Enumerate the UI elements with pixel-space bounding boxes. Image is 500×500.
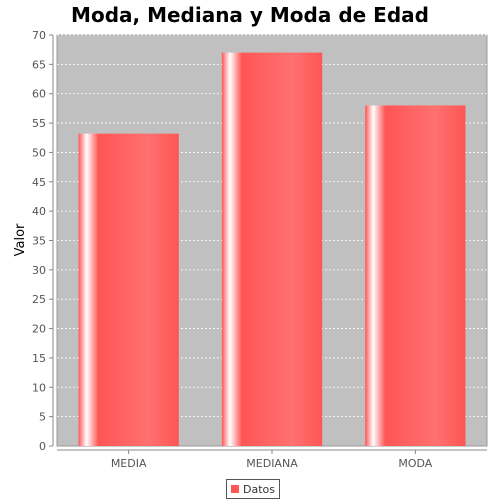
y-tick-label: 55 bbox=[32, 117, 46, 130]
bars bbox=[78, 52, 466, 446]
x-tick-label: MODA bbox=[398, 457, 432, 470]
y-tick-label: 10 bbox=[32, 381, 46, 394]
y-tick-label: 40 bbox=[32, 205, 46, 218]
y-axis-label: Valor bbox=[13, 223, 28, 256]
legend-swatch bbox=[231, 485, 239, 493]
y-tick-label: 20 bbox=[32, 323, 46, 336]
x-tick-label: MEDIA bbox=[111, 457, 147, 470]
chart-title: Moda, Mediana y Moda de Edad bbox=[71, 3, 429, 27]
bar-media bbox=[78, 133, 179, 446]
y-tick-label: 5 bbox=[39, 411, 46, 424]
legend-label: Datos bbox=[243, 482, 275, 496]
y-tick-label: 60 bbox=[32, 88, 46, 101]
bar-moda bbox=[365, 105, 466, 446]
y-tick-label: 25 bbox=[32, 293, 46, 306]
bar-mediana bbox=[221, 52, 323, 446]
y-tick-label: 65 bbox=[32, 58, 46, 71]
x-tick-label: MEDIANA bbox=[246, 457, 298, 470]
y-tick-label: 50 bbox=[32, 146, 46, 159]
y-tick-label: 0 bbox=[39, 440, 46, 453]
y-tick-label: 15 bbox=[32, 352, 46, 365]
y-tick-label: 30 bbox=[32, 264, 46, 277]
y-tick-label: 70 bbox=[32, 29, 46, 42]
y-tick-label: 35 bbox=[32, 235, 46, 248]
y-tick-labels: 0 5 10 15 20 25 30 35 40 45 50 55 60 65 70 bbox=[32, 29, 53, 453]
x-tick-labels: MEDIA MEDIANA MODA bbox=[111, 450, 433, 470]
y-tick-label: 45 bbox=[32, 176, 46, 189]
legend: Datos bbox=[226, 479, 280, 499]
